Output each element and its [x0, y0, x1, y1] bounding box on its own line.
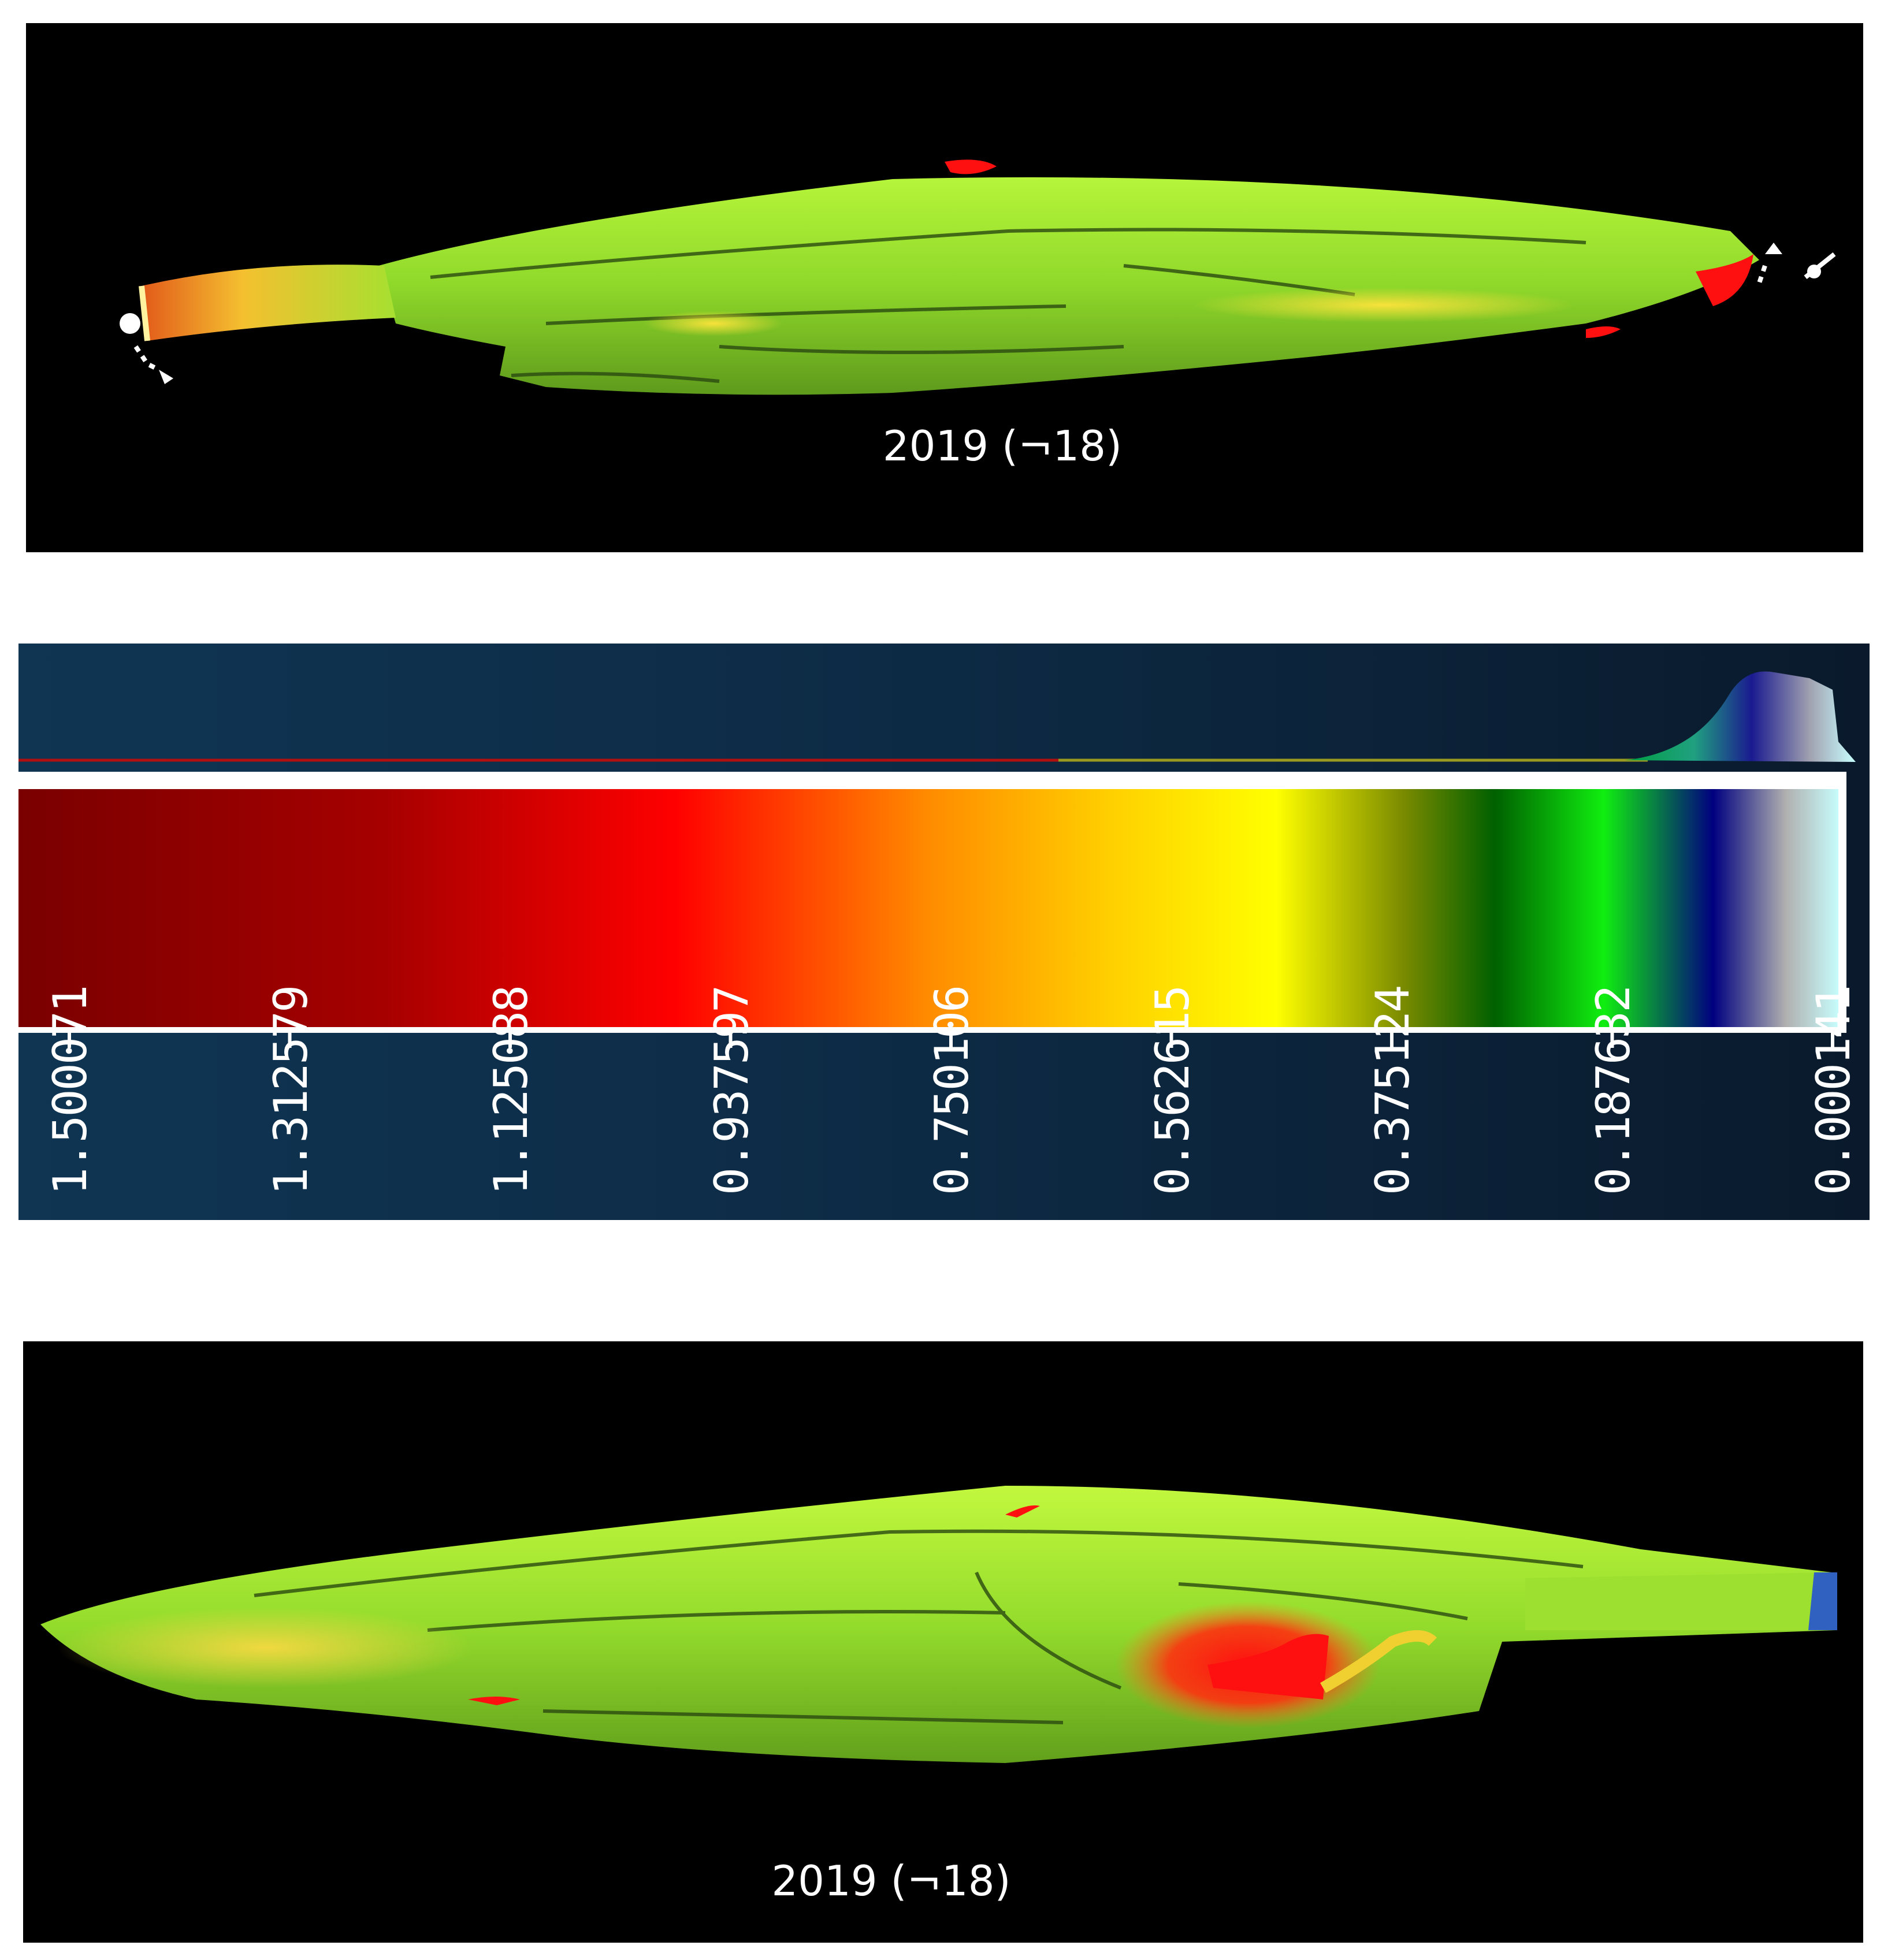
- bottom-model-view: 2019 (¬18): [23, 1341, 1863, 1943]
- histogram: [1625, 671, 1856, 762]
- model-body: [378, 177, 1759, 395]
- color-scale-graphic: [18, 671, 1856, 1048]
- bottom-caption: 2019 (¬18): [771, 1857, 1011, 1905]
- tick-label: 0.937597: [704, 986, 759, 1195]
- color-bar: [18, 789, 1841, 1031]
- tick-label: 0.562615: [1145, 986, 1199, 1195]
- tick-label: 1.125088: [484, 986, 538, 1195]
- color-scale-legend: 1.500071 1.312579 1.125088 0.937597 0.750106…: [18, 644, 1870, 1220]
- tick-label: 0.750106: [925, 986, 979, 1195]
- model-tube: [1525, 1572, 1837, 1630]
- tick-label: 0.000141: [1807, 986, 1860, 1195]
- model-tube: [142, 265, 396, 341]
- tick-label: 1.500071: [43, 986, 97, 1195]
- tick-label: 0.375124: [1366, 986, 1419, 1195]
- top-model-render: [120, 159, 1836, 395]
- tick-label: 0.187632: [1586, 986, 1640, 1195]
- top-model-view: 2019 (¬18): [26, 23, 1863, 552]
- bottom-model-render: [40, 1486, 1837, 1763]
- scale-ticks: [68, 1032, 1834, 1048]
- tick-label: 1.312579: [263, 986, 318, 1195]
- top-caption: 2019 (¬18): [882, 422, 1123, 470]
- model-body: [40, 1486, 1837, 1763]
